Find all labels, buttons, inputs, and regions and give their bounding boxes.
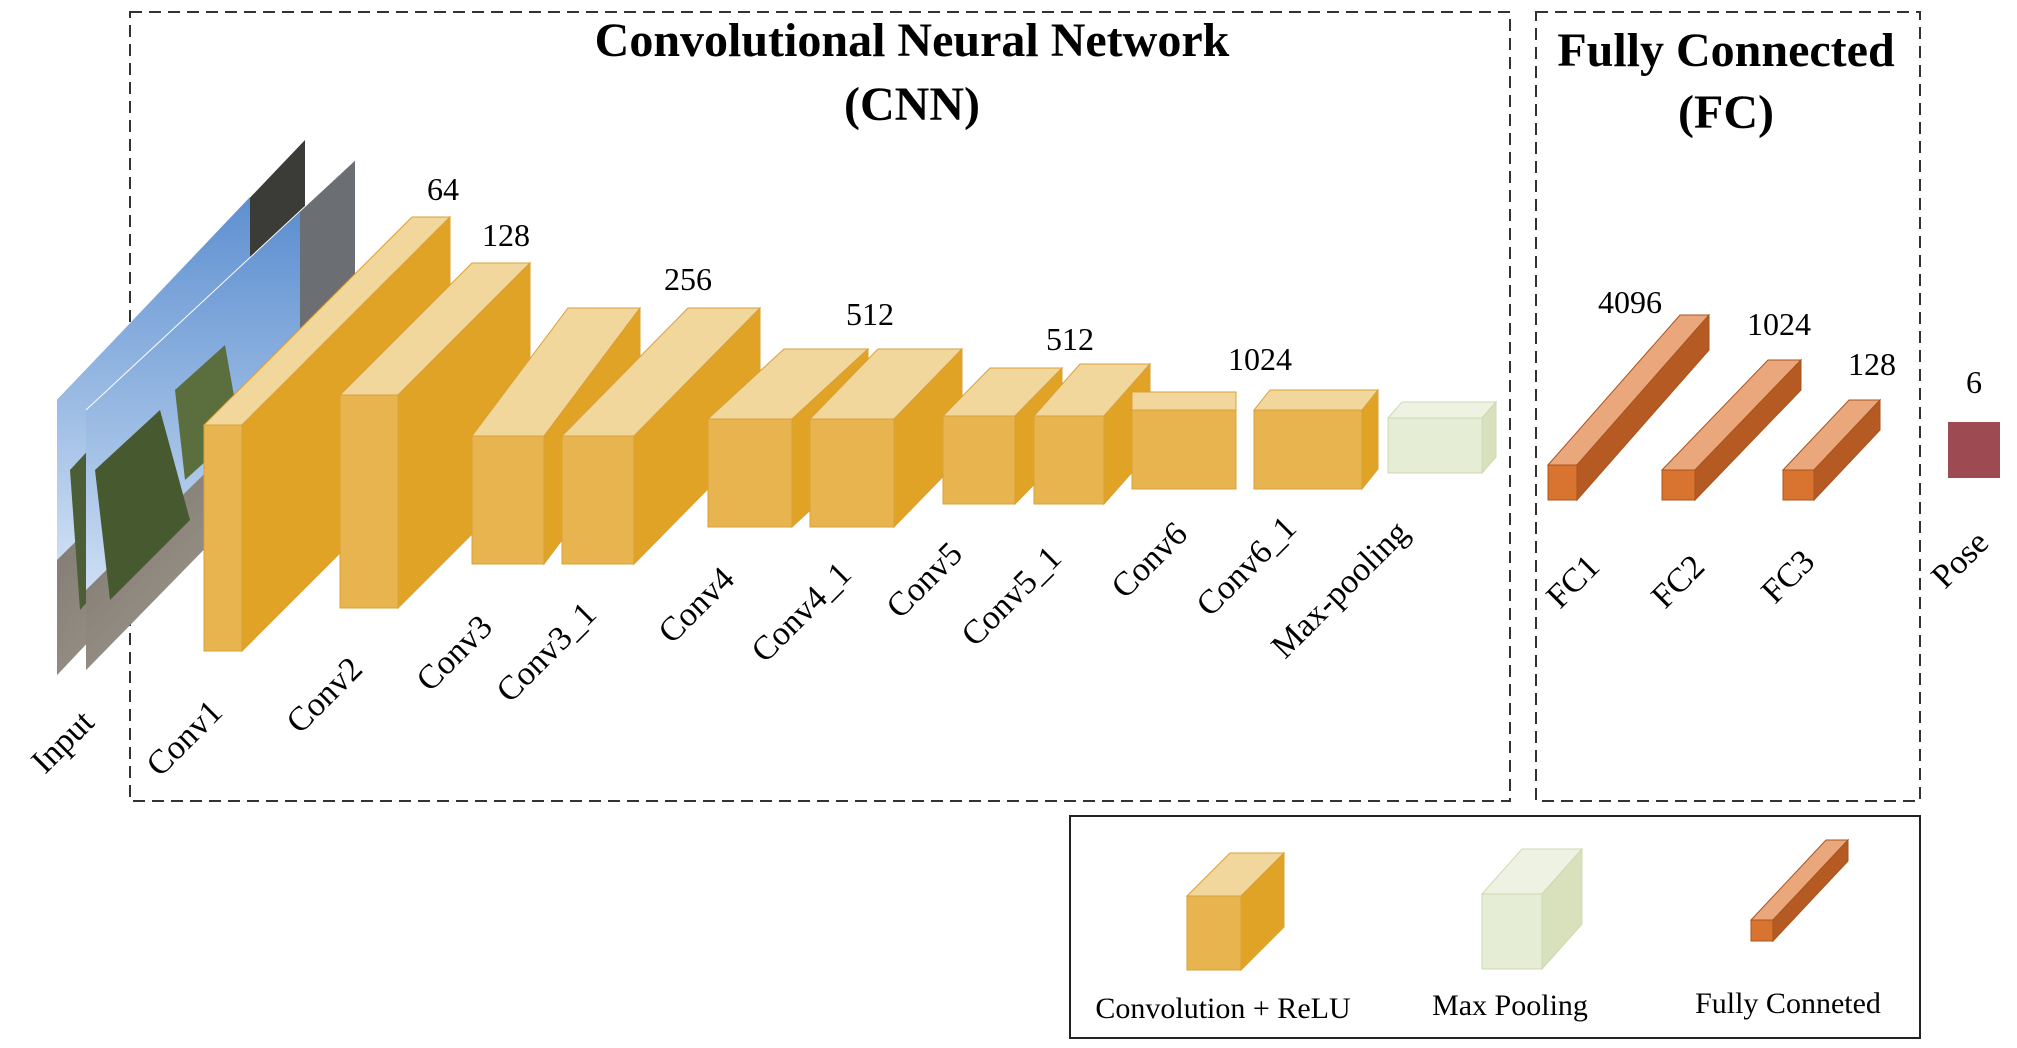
cnn-title-line1: Convolutional Neural Network [595,14,1230,67]
legend-fc-label: Fully Conneted [1695,987,1881,1020]
conv6-block-top-face [1131,391,1237,411]
conv6-1-channels: 1024 [1228,341,1292,377]
conv3-block-front-face [471,435,545,565]
conv2-block [338,261,532,610]
fc3-block [1781,398,1882,502]
conv3-label: Conv3 [409,608,499,698]
conv4-1-block-front-face [809,418,895,528]
legend-pool-icon-front-face [1481,893,1543,970]
conv4-1-label: Conv4_1 [744,555,858,669]
fc3-block-front-face [1782,469,1815,501]
legend-pool-icon [1480,847,1584,971]
conv4-block-front-face [707,418,793,528]
legend-pool-label: Max Pooling [1432,989,1588,1022]
conv5-1-label: Conv5_1 [954,539,1068,653]
conv1-label: Conv1 [139,693,229,783]
legend-fc-icon [1749,838,1850,943]
conv6-block [1131,391,1237,490]
conv6-1-block [1252,388,1380,491]
conv5-1-block [1032,362,1152,506]
fc3-channels: 128 [1848,346,1896,382]
input-label: Input [24,703,101,780]
conv2-channels: 128 [482,217,530,253]
conv6-1-block-front-face [1253,409,1363,490]
legend-fc-icon-front-face [1750,919,1774,942]
cnn-title-line2: (CNN) [844,78,980,131]
conv5-1-block-front-face [1033,415,1105,505]
fc1-label: FC1 [1539,548,1607,616]
fc1-block [1546,313,1711,502]
conv6-1-label: Conv6_1 [1189,509,1303,623]
conv5-1-channels: 512 [1046,321,1094,357]
conv2-label: Conv2 [279,650,369,740]
conv5-label: Conv5 [879,535,969,625]
conv6-1-block-top-face [1252,389,1380,411]
fc3-label: FC3 [1754,543,1822,611]
conv6-block-front-face [1131,409,1237,490]
fc2-channels: 1024 [1747,306,1811,342]
conv1-channels: 64 [427,171,459,207]
legend-conv-icon [1185,851,1286,972]
conv3-1-block [560,306,762,566]
fc2-block [1660,358,1803,502]
legend-conv-icon-front-face [1186,895,1242,971]
conv2-block-front-face [339,394,399,609]
conv3-1-block-front-face [561,435,635,565]
legend-icons [1185,838,1850,972]
fc2-block-front-face [1661,469,1696,501]
conv6-label: Conv6 [1104,515,1194,605]
pose-channels: 6 [1966,364,1982,400]
legend-box [1069,815,1921,1039]
conv4-label: Conv4 [651,560,741,650]
fc1-channels: 4096 [1598,284,1662,320]
fc2-label: FC2 [1644,548,1712,616]
conv1-block-front-face [203,424,243,652]
conv3-1-label: Conv3_1 [489,595,603,709]
pose-label: Pose [1924,524,1996,596]
maxpool-block-top-face [1386,401,1498,419]
conv5-block-front-face [942,415,1016,505]
conv4-1-channels: 512 [846,296,894,332]
conv3-1-channels: 256 [664,261,712,297]
pose-output-block [1948,422,2000,478]
fc-title-line2: (FC) [1678,86,1774,139]
maxpool-block-front-face [1387,417,1483,474]
fc-title-line1: Fully Connected [1557,24,1895,77]
fc1-block-top-face [1546,314,1711,466]
conv4-1-block [808,347,964,529]
fc-section-box [1535,11,1921,802]
fc1-block-front-face [1547,464,1578,501]
maxpool-block [1386,400,1498,475]
legend-conv-label: Convolution + ReLU [1095,992,1351,1025]
